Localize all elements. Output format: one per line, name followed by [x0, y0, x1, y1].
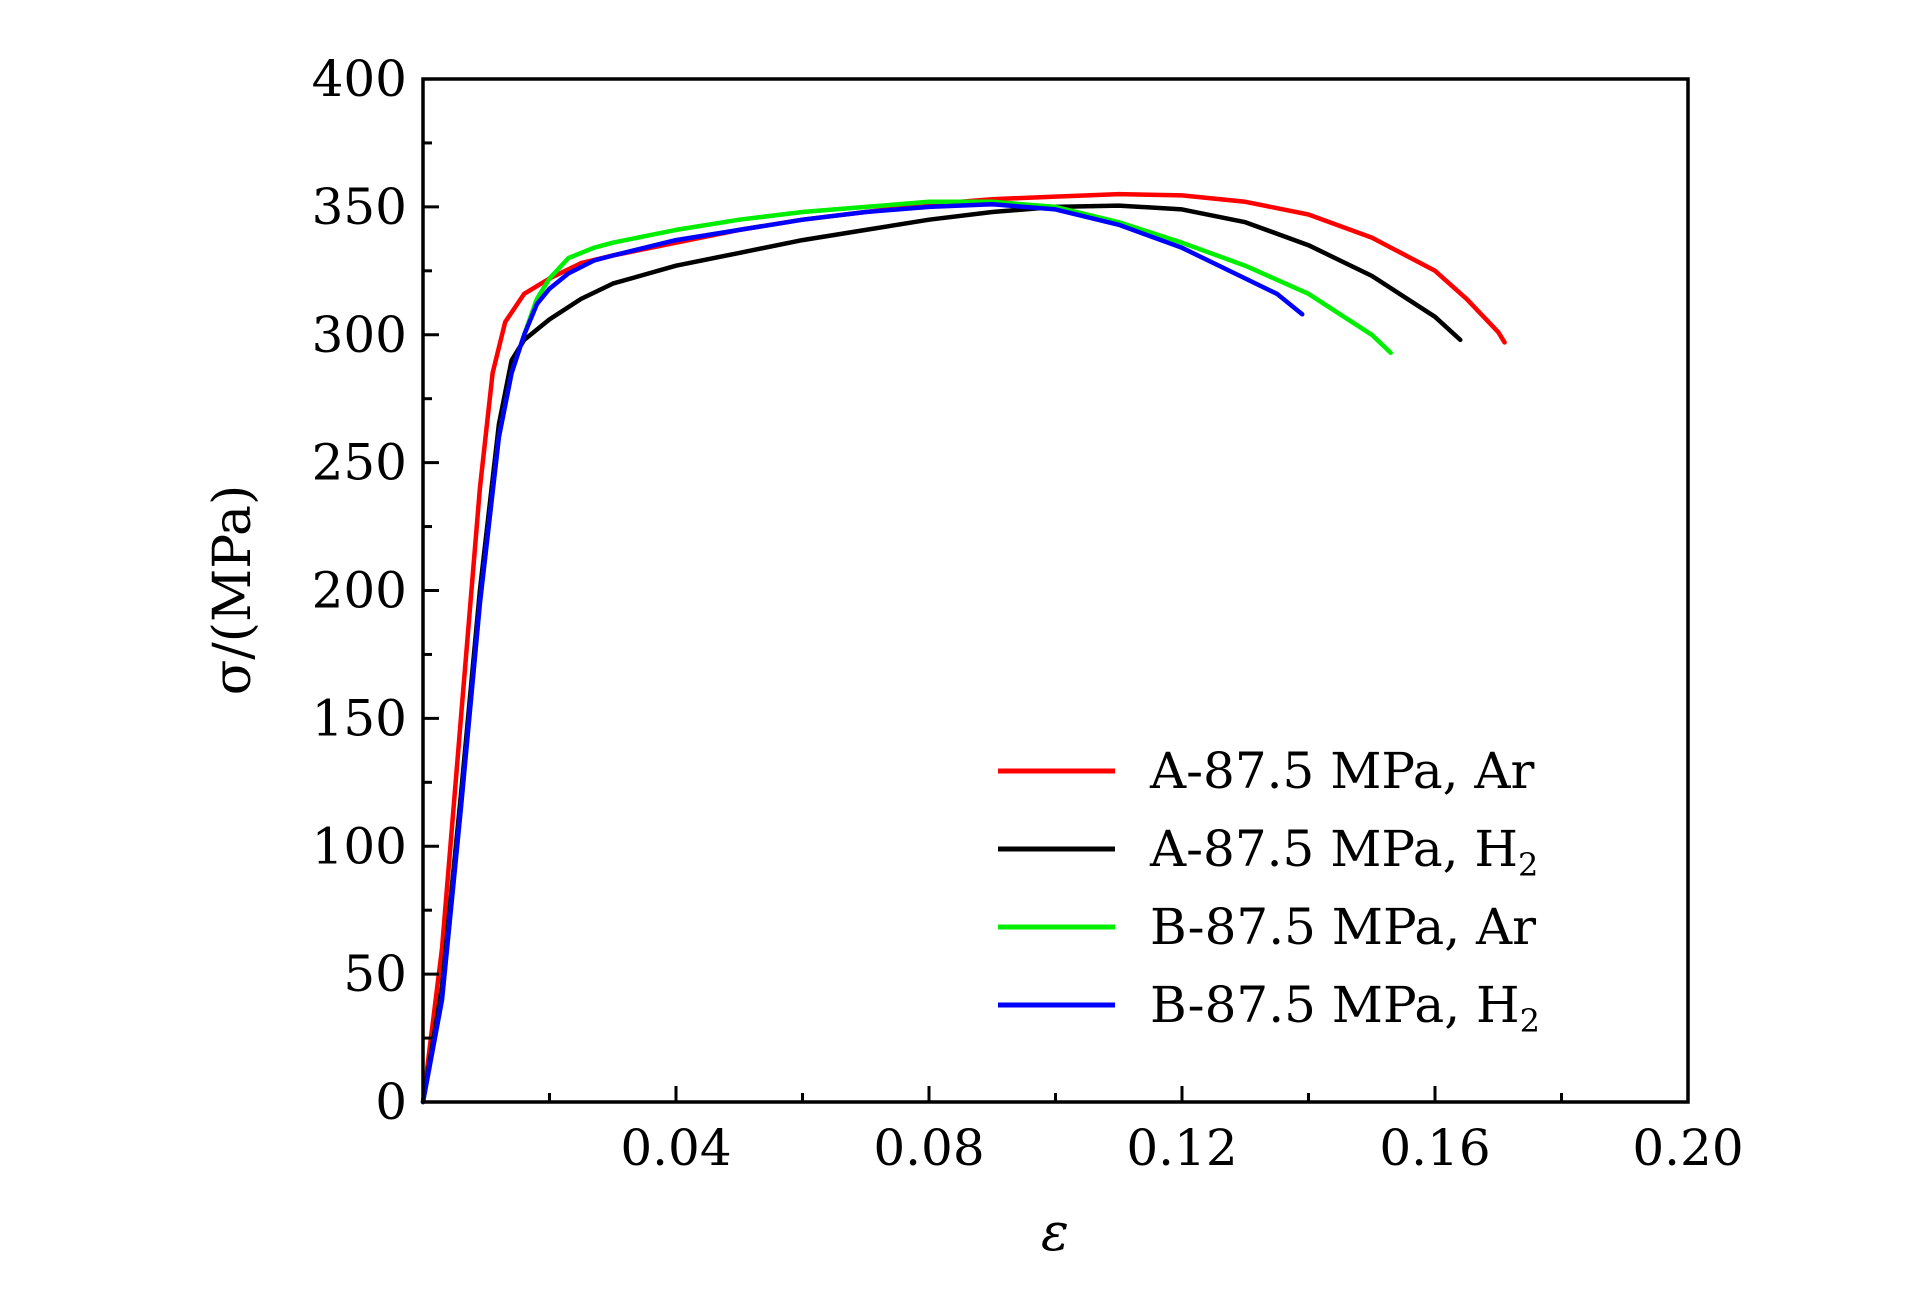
y-axis-title: σ/(MPa)	[203, 485, 263, 696]
y-tick-label: 400	[312, 50, 407, 108]
x-tick-label: 0.20	[1632, 1119, 1743, 1177]
series-line	[420, 202, 1305, 1105]
y-tick-labels: 0 50 100 150 200 250 300 350 400	[312, 50, 407, 1131]
x-tick-label: 0.16	[1379, 1119, 1490, 1177]
y-tick-label: 50	[343, 945, 407, 1003]
series-layer	[420, 191, 1507, 1105]
x-tick-label: 0.12	[1126, 1119, 1237, 1177]
legend-label: B-87.5 MPa, H2	[1150, 976, 1540, 1040]
ticks-layer	[423, 141, 1563, 1102]
x-tick-labels: 0.04 0.08 0.12 0.16 0.20	[620, 1119, 1743, 1177]
x-tick-label: 0.04	[620, 1119, 731, 1177]
x-tick-label: 0.08	[873, 1119, 984, 1177]
y-tick-label: 0	[375, 1073, 407, 1131]
legend-label: A-87.5 MPa, H2	[1149, 820, 1538, 884]
legend: A-87.5 MPa, Ar A-87.5 MPa, H2 B-87.5 MPa, …	[998, 742, 1540, 1040]
y-tick-label: 150	[312, 689, 407, 747]
x-axis-title: ε	[1041, 1203, 1069, 1263]
y-tick-label: 200	[312, 562, 407, 620]
legend-label: B-87.5 MPa, Ar	[1150, 898, 1536, 956]
y-tick-label: 300	[312, 306, 407, 364]
y-tick-label: 350	[312, 178, 407, 236]
legend-label: A-87.5 MPa, Ar	[1149, 742, 1535, 800]
y-tick-label: 100	[312, 817, 407, 875]
y-tick-label: 250	[312, 434, 407, 492]
